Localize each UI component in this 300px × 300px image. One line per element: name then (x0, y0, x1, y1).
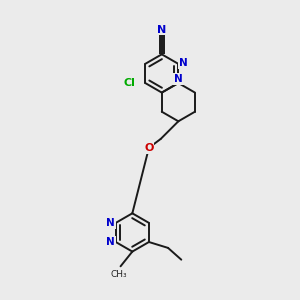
Text: Cl: Cl (124, 78, 136, 88)
Text: CH₃: CH₃ (111, 270, 128, 279)
Text: O: O (144, 143, 154, 153)
Text: N: N (106, 218, 115, 228)
Text: N: N (179, 58, 188, 68)
Text: N: N (174, 74, 183, 84)
Text: N: N (157, 25, 167, 34)
Text: N: N (106, 237, 115, 247)
